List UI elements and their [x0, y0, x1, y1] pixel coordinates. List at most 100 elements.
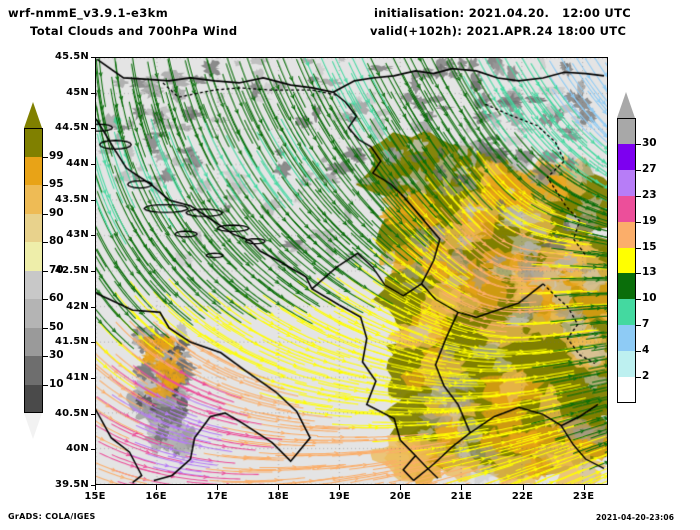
x-axis-tick-label: 16E	[145, 491, 167, 502]
total-clouds-segment	[24, 356, 43, 385]
y-axis-tick-label: 44N	[66, 158, 89, 169]
wind-speed-700hpa-tick-mark	[636, 299, 641, 301]
wind-speed-700hpa-tick-label: 2	[642, 370, 650, 383]
total-clouds-segment	[24, 128, 43, 157]
x-axis-tick-label: 23E	[572, 491, 595, 502]
total-clouds-segment	[24, 185, 43, 214]
wind-speed-700hpa-segment	[617, 195, 636, 222]
total-clouds-top-arrow	[24, 102, 42, 128]
total-clouds-segment	[24, 270, 43, 299]
y-axis-tick-mark	[91, 271, 96, 272]
wind-speed-700hpa-tick-mark	[636, 195, 641, 197]
y-axis-tick-mark	[91, 485, 96, 486]
grads-credit: GrADS: COLA/IGES	[8, 512, 96, 521]
wind-speed-700hpa-segment	[617, 169, 636, 196]
y-axis-tick-label: 45N	[66, 86, 89, 98]
valid-time: valid(+102h): 2021.APR.24 18:00 UTC	[370, 24, 627, 38]
x-axis-tick-mark	[156, 485, 158, 490]
total-clouds-tick-label: 50	[49, 320, 64, 333]
y-axis-tick-label: 45.5N	[54, 51, 89, 62]
total-clouds-tick-label: 70	[49, 263, 64, 276]
x-axis-tick-label: 19E	[328, 491, 350, 502]
x-axis-tick-label: 20E	[389, 491, 412, 502]
y-axis-tick-mark	[91, 92, 96, 94]
wind-speed-700hpa-tick-label: 23	[642, 188, 657, 201]
total-clouds-segment	[24, 299, 43, 328]
x-axis-tick-label: 17E	[206, 491, 228, 502]
wind-speed-700hpa-tick-label: 7	[642, 318, 650, 331]
wind-speed-700hpa-tick-mark	[636, 169, 641, 171]
wind-speed-700hpa-tick-label: 13	[642, 266, 657, 279]
total-clouds-segment	[24, 327, 43, 356]
y-axis-tick-label: 44.5N	[54, 122, 89, 134]
x-axis-tick-mark	[461, 485, 463, 490]
y-axis-tick-label: 42N	[66, 300, 89, 312]
x-axis-tick-label: 21E	[450, 491, 473, 502]
wind-speed-700hpa-tick-label: 4	[642, 344, 650, 357]
total-clouds-segment	[24, 242, 43, 271]
wind-speed-700hpa-segment	[617, 377, 636, 403]
render-timestamp: 2021-04-20-23:06	[596, 513, 675, 522]
y-axis-tick-label: 43N	[66, 229, 89, 241]
y-axis-tick-mark	[91, 449, 96, 451]
y-axis-tick-mark	[91, 306, 96, 308]
wind-speed-colorbar	[617, 118, 636, 403]
total-clouds-segment	[24, 213, 43, 242]
wind-speed-700hpa-tick-mark	[636, 351, 641, 353]
wind-speed-700hpa-segment	[617, 273, 636, 300]
wind-speed-700hpa-segment	[617, 325, 636, 352]
x-axis-tick-mark	[583, 485, 585, 490]
y-axis-tick-mark	[91, 235, 96, 237]
wind-speed-700hpa-tick-mark	[636, 221, 641, 223]
total-clouds-tick-mark	[43, 327, 48, 329]
wind-speed-700hpa-tick-mark	[636, 325, 641, 327]
wind-speed-700hpa-tick-label: 10	[642, 292, 657, 305]
wind-speed-700hpa-tick-label: 19	[642, 214, 657, 227]
total-clouds-colorbar-body	[24, 128, 43, 413]
total-clouds-segment	[24, 156, 43, 185]
y-axis-tick-label: 40N	[66, 443, 89, 455]
wind-speed-700hpa-segment	[617, 247, 636, 274]
total-clouds-tick-label: 60	[49, 292, 64, 304]
x-axis-tick-label: 15E	[84, 491, 106, 502]
x-axis-tick-mark	[522, 485, 524, 490]
x-axis-tick-mark	[339, 485, 341, 490]
total-clouds-bottom-arrow	[24, 413, 42, 439]
total-clouds-tick-mark	[43, 213, 48, 215]
total-clouds-tick-mark	[43, 185, 48, 186]
x-axis-tick-label: 18E	[267, 491, 289, 502]
y-axis-tick-mark	[91, 57, 96, 58]
wind-speed-700hpa-tick-mark	[636, 143, 641, 145]
y-axis-tick-mark	[91, 413, 96, 415]
y-axis-tick-label: 42.5N	[54, 265, 89, 276]
y-axis-tick-mark	[91, 128, 96, 130]
total-clouds-tick-label: 30	[49, 349, 64, 361]
model-title: wrf-nmmE_v3.9.1-e3km	[8, 6, 169, 20]
x-axis-tick-label: 22E	[511, 491, 534, 502]
total-clouds-tick-label: 90	[49, 206, 64, 219]
wind-speed-700hpa-segment	[617, 118, 636, 144]
wind-speed-700hpa-tick-label: 15	[642, 240, 657, 253]
wind-speed-700hpa-segment	[617, 221, 636, 248]
total-clouds-tick-label: 99	[49, 149, 64, 162]
wind-speed-700hpa-tick-label: 30	[642, 136, 657, 149]
field-title: Total Clouds and 700hPa Wind	[30, 24, 238, 38]
total-clouds-tick-label: 95	[49, 178, 64, 190]
wind-speed-700hpa-tick-label: 27	[642, 162, 657, 175]
wind-speed-700hpa-segment	[617, 351, 636, 378]
wind-speed-700hpa-bottom-arrow	[617, 403, 635, 429]
total-clouds-tick-mark	[43, 356, 48, 357]
wind-speed-colorbar-body	[617, 118, 636, 403]
y-axis-tick-mark	[91, 199, 96, 201]
weather-map-canvas[interactable]	[96, 58, 607, 484]
x-axis-tick-mark	[95, 485, 96, 490]
map-plot-area[interactable]	[95, 57, 608, 485]
x-axis-tick-mark	[400, 485, 402, 490]
y-axis-tick-label: 41N	[66, 372, 89, 383]
wind-speed-700hpa-tick-mark	[636, 273, 641, 275]
total-clouds-tick-mark	[43, 384, 48, 386]
y-axis-tick-mark	[91, 378, 96, 379]
wind-speed-700hpa-segment	[617, 299, 636, 326]
wind-speed-700hpa-top-arrow	[617, 92, 635, 118]
total-clouds-tick-mark	[43, 299, 48, 300]
